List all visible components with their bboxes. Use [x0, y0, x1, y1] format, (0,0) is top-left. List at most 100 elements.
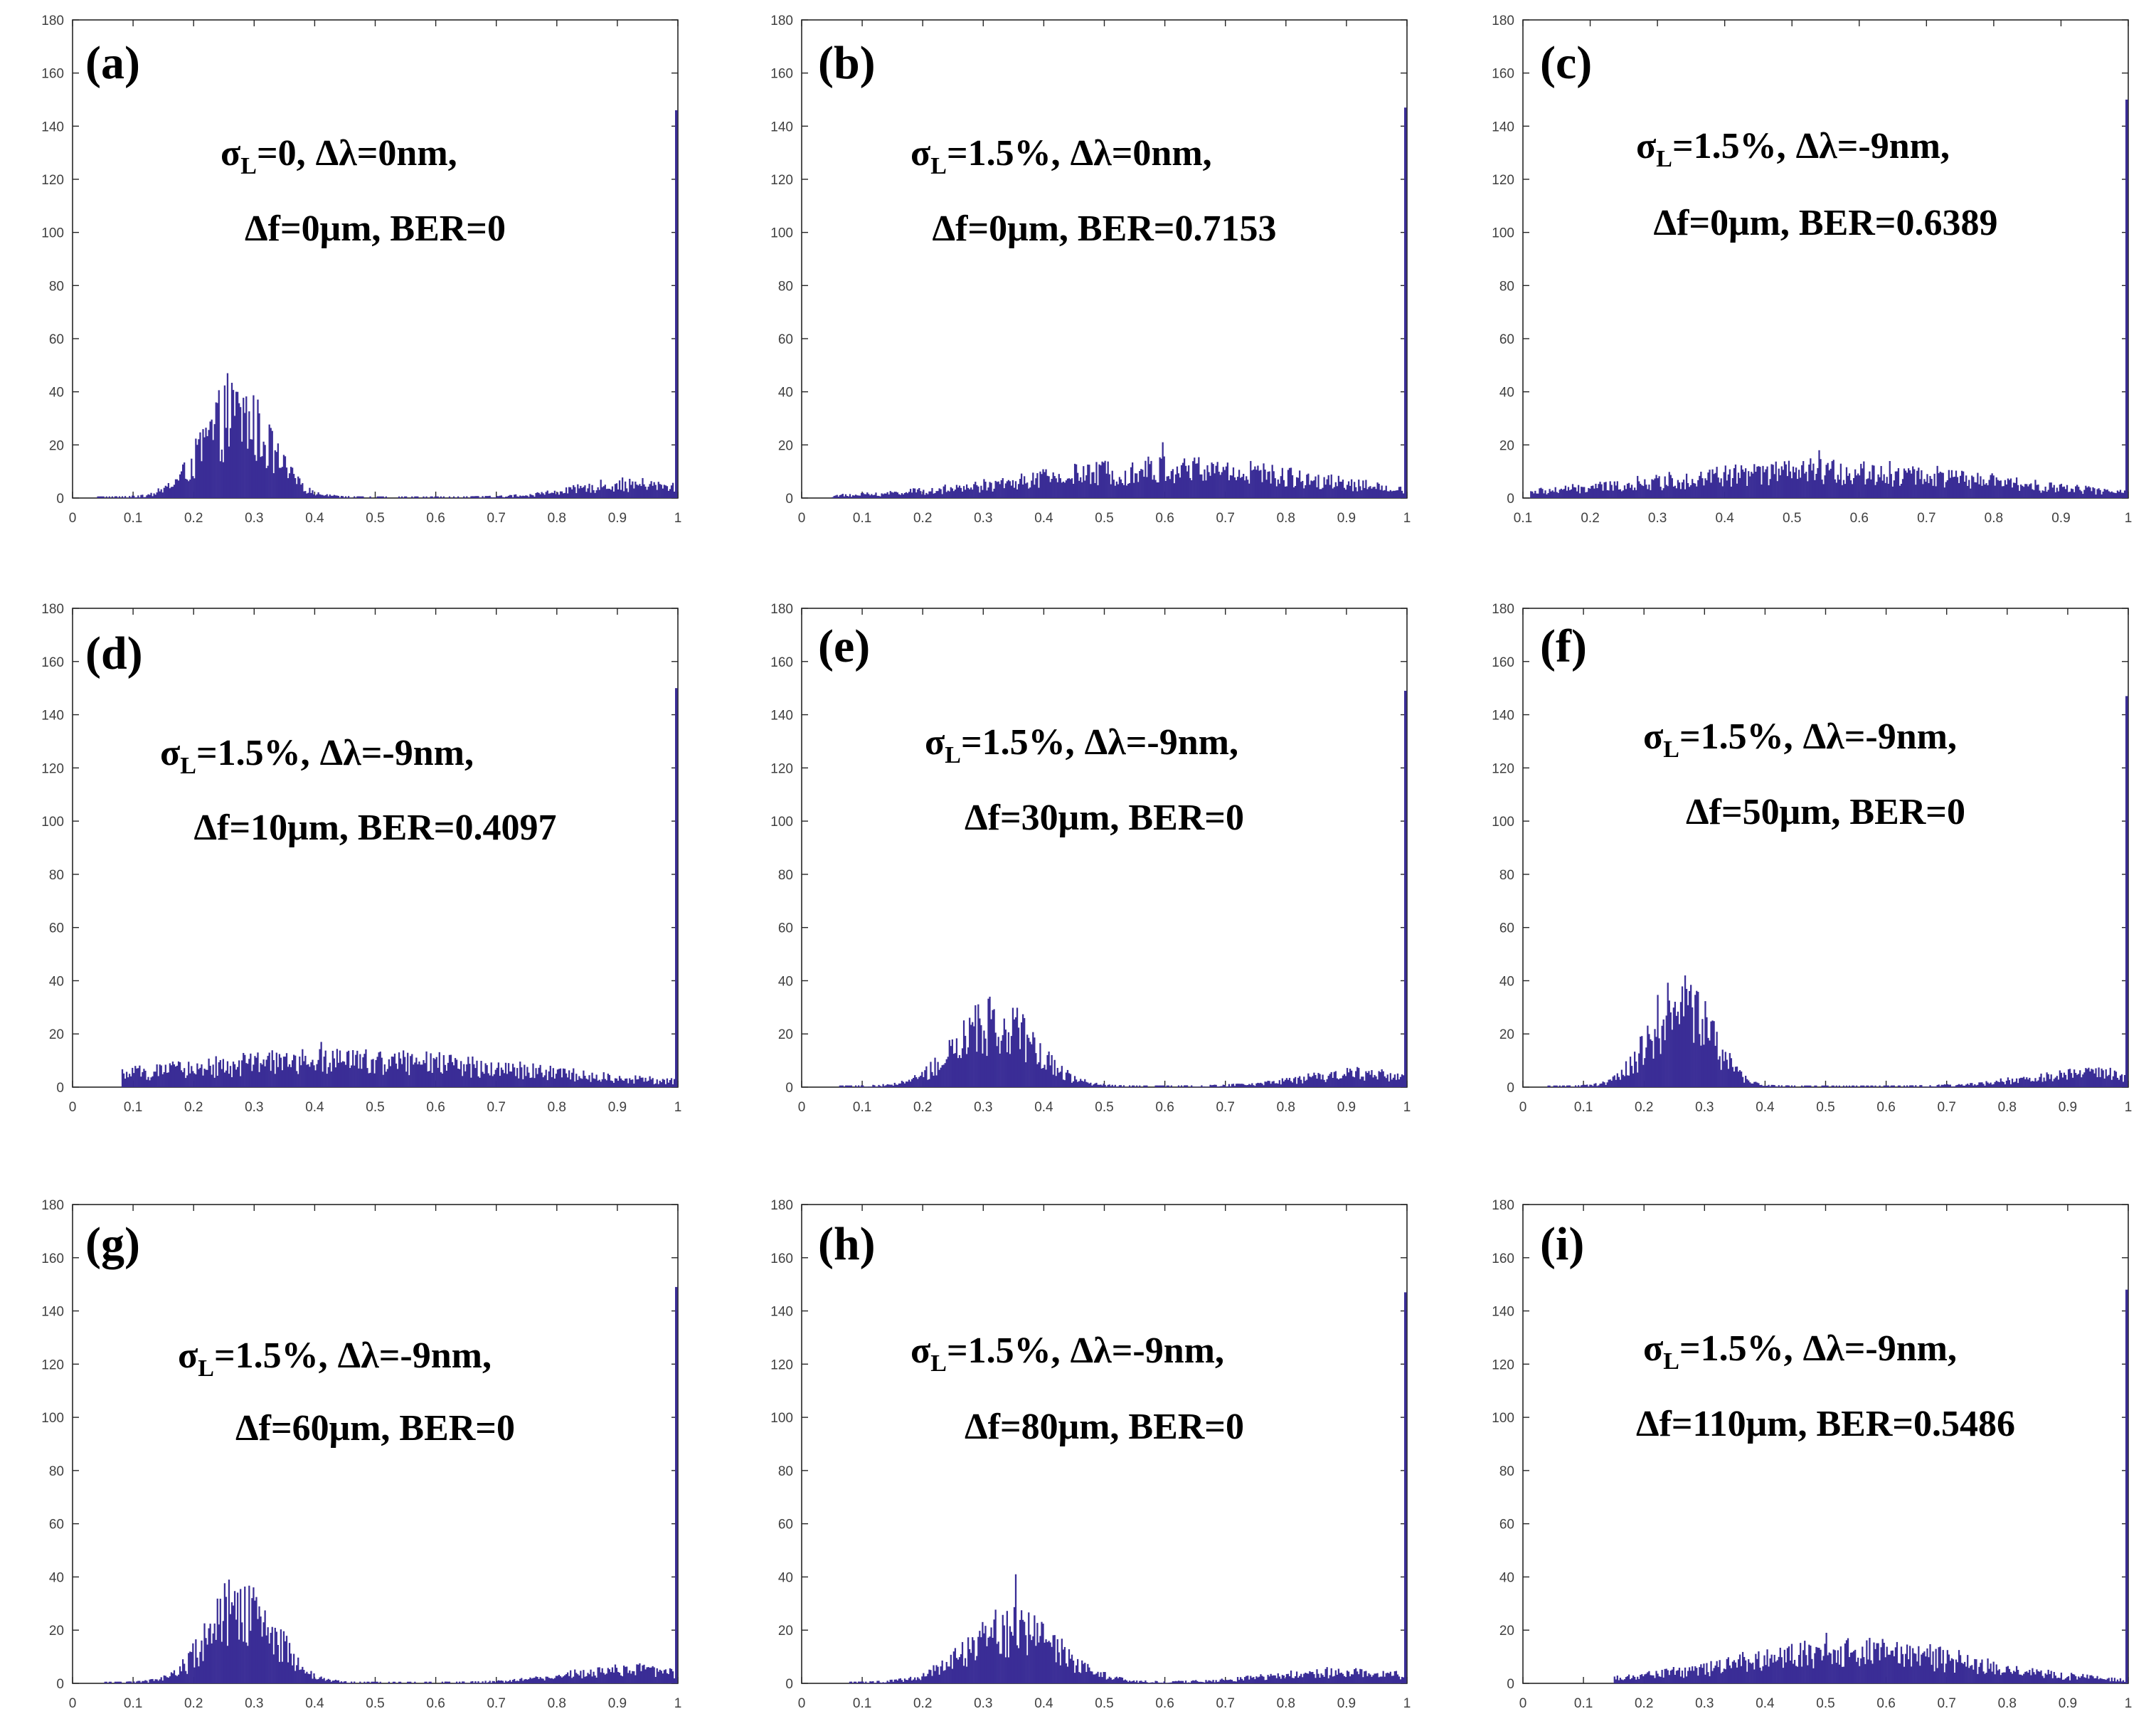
histogram-bar — [2106, 489, 2108, 498]
histogram-bar — [1375, 1076, 1377, 1087]
histogram-bar — [1773, 474, 1775, 498]
histogram-bar — [358, 496, 360, 498]
histogram-bar — [1379, 1071, 1381, 1087]
histogram-bar — [1849, 1652, 1852, 1683]
histogram-bar — [428, 1681, 430, 1683]
histogram-bar — [2095, 1068, 2097, 1087]
histogram-bar — [1073, 1673, 1076, 1683]
histogram-bar — [101, 496, 103, 498]
histogram-bar — [1111, 1679, 1113, 1683]
histogram-bar — [1080, 1079, 1082, 1087]
histogram-bar — [1874, 1085, 1876, 1087]
histogram-bar — [1570, 489, 1573, 498]
histogram-bar — [2073, 1674, 2076, 1683]
histogram-bar — [213, 1077, 216, 1087]
histogram-bar — [898, 1678, 901, 1683]
histogram-bar — [2008, 1080, 2011, 1087]
histogram-bar — [1753, 1669, 1756, 1683]
histogram-bar — [1355, 487, 1357, 498]
y-tick-label: 180 — [770, 14, 793, 28]
histogram-bar — [521, 1067, 523, 1087]
histogram-bar — [556, 1069, 559, 1087]
histogram-bar — [1740, 1666, 1743, 1683]
histogram-bar — [188, 481, 190, 498]
histogram-bar — [310, 1062, 312, 1087]
histogram-bar — [1315, 476, 1317, 498]
histogram-bar — [312, 490, 314, 498]
histogram-bar — [327, 496, 329, 498]
histogram-bar — [1835, 1663, 1837, 1683]
histogram-bar — [1268, 1081, 1270, 1087]
histogram-bar — [1740, 465, 1743, 498]
histogram-bar — [1709, 470, 1711, 498]
histogram-bar — [1890, 474, 1892, 498]
histogram-bar — [1752, 473, 1754, 498]
histogram-bar — [1866, 1085, 1868, 1087]
histogram-bar — [118, 1681, 121, 1683]
histogram-bar — [159, 491, 161, 498]
axes-box — [801, 608, 1408, 1088]
histogram-bar — [2011, 1079, 2014, 1087]
histogram-bar — [1257, 1677, 1259, 1683]
histogram-bar — [575, 1673, 578, 1683]
histogram-bar — [654, 1676, 657, 1683]
histogram-bar — [1660, 1676, 1662, 1683]
histogram-bar — [1755, 472, 1757, 498]
histogram-bar — [878, 495, 880, 498]
histogram-bar — [1936, 1668, 1938, 1683]
histogram-bar — [1346, 1671, 1349, 1683]
histogram-bar — [516, 1681, 519, 1683]
histogram-bar — [1312, 1076, 1314, 1087]
axes-box — [1522, 1204, 2129, 1684]
histogram-bar — [1915, 1653, 1917, 1683]
histogram-bar — [1222, 467, 1224, 498]
histogram-bar — [858, 495, 860, 498]
histogram-bar — [156, 1679, 158, 1683]
histogram-bar — [1284, 1678, 1287, 1683]
histogram-bar — [1647, 1025, 1649, 1087]
histogram-bar — [1105, 1679, 1108, 1683]
histogram-bar — [1283, 480, 1285, 498]
histogram-bar — [1800, 1643, 1802, 1683]
histogram-bar — [504, 497, 507, 498]
histogram-bar — [1877, 474, 1879, 498]
histogram-bar — [362, 496, 364, 498]
histogram-bar — [1239, 1084, 1242, 1087]
histogram-bar — [533, 1678, 536, 1683]
x-tick-label: 0.7 — [487, 511, 505, 526]
histogram-bar — [229, 1066, 232, 1087]
histogram-bar — [482, 1681, 484, 1683]
sigma-subscript: L — [945, 742, 961, 768]
histogram-bar — [859, 495, 861, 498]
histogram-bar — [1965, 475, 1968, 498]
histogram-bar — [1202, 480, 1204, 498]
histogram-bar — [1090, 484, 1092, 498]
x-tick-label: 0.8 — [1998, 1696, 2017, 1711]
histogram-bar — [566, 493, 569, 498]
histogram-bar — [632, 1671, 634, 1683]
histogram-bar — [573, 1676, 575, 1683]
histogram-bar — [1212, 464, 1214, 498]
histogram-bar — [918, 1076, 920, 1087]
histogram-bar — [1974, 1084, 1976, 1087]
histogram-bar — [1228, 480, 1231, 498]
histogram-bar — [1236, 1677, 1239, 1683]
histogram-bar — [1588, 487, 1590, 498]
histogram-bar — [2005, 484, 2008, 498]
x-tick-label: 0.8 — [548, 1696, 566, 1711]
histogram-bar — [954, 489, 957, 498]
histogram-bar — [2083, 489, 2086, 498]
histogram-bar — [2039, 1671, 2041, 1683]
x-tick-label: 0.5 — [1095, 1100, 1113, 1115]
histogram-bar — [2115, 1681, 2118, 1683]
histogram-bar — [1071, 478, 1073, 498]
histogram-bar — [1389, 489, 1391, 498]
histogram-bar — [1723, 1668, 1725, 1683]
histogram-bar — [875, 492, 877, 498]
histogram-bar — [671, 1671, 674, 1683]
histogram-bar — [1903, 1666, 1906, 1683]
histogram-bar — [558, 494, 561, 498]
histogram-bar — [667, 1082, 670, 1087]
histogram-bar — [2082, 1074, 2084, 1087]
histogram-bar — [1009, 1626, 1011, 1683]
